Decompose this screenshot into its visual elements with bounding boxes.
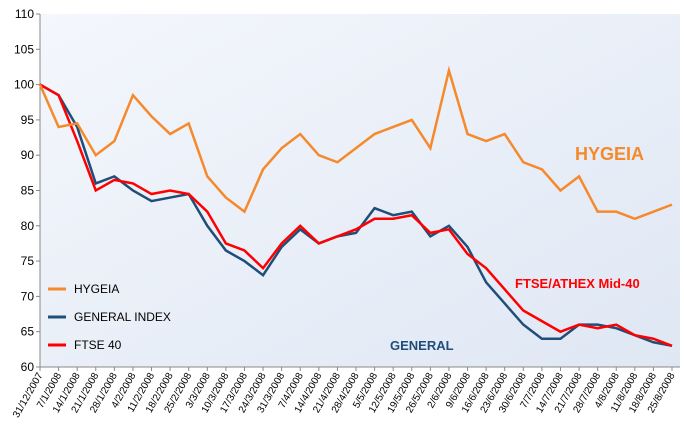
- legend-label: FTSE 40: [74, 338, 122, 352]
- annotation: HYGEIA: [575, 144, 644, 164]
- y-tick-label: 70: [21, 289, 35, 303]
- y-tick-label: 105: [14, 42, 34, 56]
- y-tick-label: 60: [21, 360, 35, 374]
- y-tick-label: 110: [15, 7, 34, 21]
- legend-label: HYGEIA: [74, 282, 119, 296]
- legend-label: GENERAL INDEX: [74, 310, 171, 324]
- y-tick-label: 65: [21, 325, 35, 339]
- annotation: GENERAL: [390, 338, 454, 353]
- y-tick-label: 80: [21, 219, 35, 233]
- series-line: [39, 83, 673, 348]
- y-tick-label: 85: [21, 184, 35, 198]
- y-tick-label: 100: [14, 78, 34, 92]
- series-line: [38, 65, 673, 221]
- y-tick-label: 95: [21, 113, 35, 127]
- y-tick-label: 90: [21, 148, 35, 162]
- series-line: [39, 83, 673, 347]
- annotation: FTSE/ATHEX Mid-40: [515, 276, 640, 291]
- y-tick-label: 75: [21, 254, 35, 268]
